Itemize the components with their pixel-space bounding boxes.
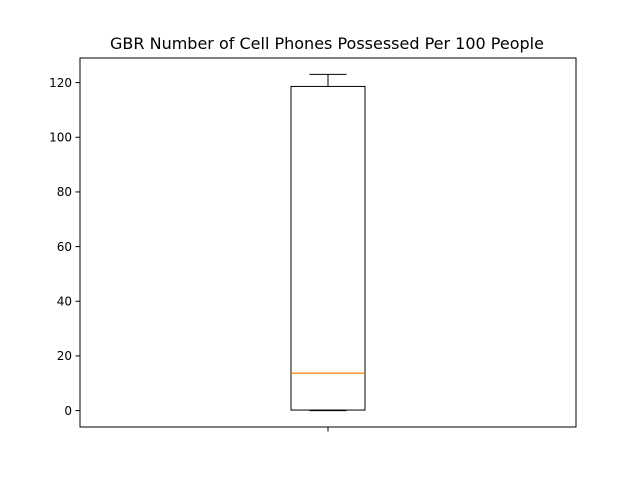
- y-tick-label: 120: [49, 76, 72, 90]
- y-tick-label: 0: [64, 404, 72, 418]
- y-tick-label: 20: [57, 349, 72, 363]
- y-tick-label: 60: [57, 240, 72, 254]
- y-tick-label: 100: [49, 131, 72, 145]
- axes-frame: [79, 57, 577, 428]
- y-axis: 0 20 40 60 80 100 120: [49, 76, 80, 418]
- y-tick-label: 40: [57, 295, 72, 309]
- chart-title: GBR Number of Cell Phones Possessed Per …: [110, 34, 544, 53]
- plot-area: [290, 73, 366, 412]
- box: [290, 85, 366, 411]
- y-tick-label: 80: [57, 185, 72, 199]
